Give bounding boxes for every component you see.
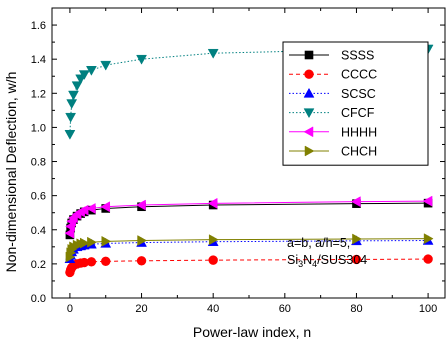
data-point-cfcf (64, 129, 76, 140)
y-tick-label: 0.0 (31, 293, 46, 305)
data-point-hhhh (100, 201, 110, 213)
x-tick-label: 0 (67, 303, 73, 315)
data-point-chch (79, 237, 90, 249)
legend-label-scsc: SCSC (341, 87, 376, 101)
legend-label-ssss: SSSS (341, 49, 374, 63)
annotation-material-si: Si (287, 253, 298, 267)
data-point-chch (423, 233, 434, 245)
data-point-cfcf (136, 54, 147, 65)
data-point-cfcf (68, 90, 79, 101)
y-tick-label: 1.6 (31, 20, 46, 32)
data-point-chch (137, 235, 148, 246)
legend-label-cccc: CCCC (341, 68, 377, 82)
data-point-cfcf (71, 81, 83, 92)
annotation-material-rest: /SUS304 (317, 253, 367, 267)
data-point-hhhh (136, 199, 146, 211)
data-point-chch (352, 233, 362, 245)
x-axis-title: Power-law index, n (193, 324, 311, 340)
data-point-cccc (136, 256, 147, 266)
data-point-chch (101, 235, 112, 247)
annotation-material-sub1: 3 (298, 259, 303, 269)
legend-box (282, 41, 429, 166)
y-tick-label: 1.4 (31, 54, 46, 66)
legend-marker-scsc (303, 87, 315, 98)
legend-label-chch: CHCH (341, 145, 377, 159)
y-tick-label: 0.6 (31, 191, 46, 203)
series-line-scsc (69, 240, 429, 259)
series-chch (65, 233, 434, 263)
data-point-hhhh (64, 227, 75, 239)
data-point-cccc (208, 255, 218, 265)
x-tick-label: 60 (279, 303, 291, 315)
x-tick-label: 100 (419, 303, 437, 315)
x-tick-label: 80 (350, 303, 362, 315)
y-tick-label: 1.0 (31, 122, 46, 134)
data-point-hhhh (85, 203, 96, 214)
legend-marker-ssss (304, 50, 314, 60)
data-point-hhhh (350, 196, 361, 208)
data-point-hhhh (78, 204, 89, 216)
legend-label-hhhh: HHHH (341, 125, 377, 139)
y-tick-label: 0.8 (31, 157, 46, 169)
series-cccc (65, 254, 433, 278)
legend-marker-cccc (304, 69, 314, 79)
legend-label-cfcf: CFCF (341, 106, 375, 120)
annotation-material: Si3N4/SUS304 (287, 253, 367, 269)
axes: 0 20 40 60 80 100 0.0 0.2 0.4 0.6 0.8 1.0 1.2 1.4 1.6 (31, 8, 445, 315)
annotation-material-n: N (303, 253, 312, 267)
data-point-cccc (86, 257, 97, 267)
data-point-cfcf (207, 48, 219, 59)
data-point-cccc (101, 256, 111, 267)
data-point-chch (208, 234, 219, 246)
series-group (64, 44, 434, 278)
annotation-geometry: a=b, a/h=5, (287, 236, 350, 250)
data-point-hhhh (207, 197, 218, 209)
legend-marker-cfcf (303, 108, 315, 119)
data-point-cfcf (66, 99, 78, 110)
y-tick-label: 0.2 (31, 259, 46, 271)
data-point-cfcf (78, 70, 90, 81)
x-tick-label: 40 (207, 303, 219, 315)
data-point-cccc (423, 254, 433, 264)
data-point-cfcf (65, 112, 77, 123)
x-tick-label: 20 (135, 303, 147, 315)
series-line-cccc (69, 258, 429, 273)
data-point-chch (87, 236, 97, 248)
annotation-material-sub2: 4 (312, 259, 317, 269)
legend-marker-hhhh (303, 126, 314, 138)
y-axis-title: Non-dimensional Deflection, w/h (3, 72, 19, 273)
data-point-cfcf (85, 66, 97, 76)
legend-marker-chch (304, 145, 315, 157)
data-point-hhhh (422, 195, 433, 207)
legend: SSSS CCCC SCSC CFCF HHHH CHCH (282, 41, 429, 166)
y-tick-label: 1.2 (31, 88, 46, 100)
series-line-hhhh (69, 200, 429, 234)
data-point-cccc (351, 254, 362, 265)
data-point-cfcf (100, 60, 112, 71)
series-line-ssss (69, 202, 429, 235)
series-hhhh (64, 195, 433, 239)
series-ssss (65, 198, 433, 240)
y-tick-label: 0.4 (31, 225, 46, 237)
